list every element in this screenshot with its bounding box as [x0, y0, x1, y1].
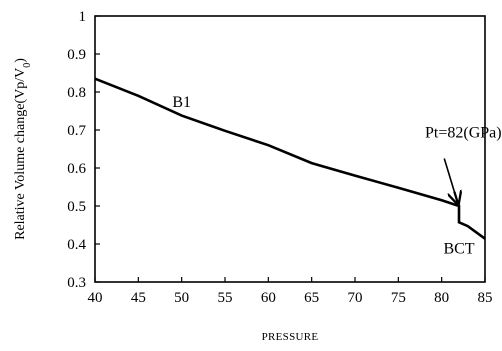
series-line — [94, 77, 486, 240]
x-tick-label: 55 — [218, 290, 233, 306]
x-tick-label: 40 — [88, 290, 103, 306]
x-tick-label: 65 — [304, 290, 319, 306]
y-tick-label: 0.7 — [67, 123, 86, 139]
x-tick-label: 80 — [434, 290, 449, 306]
y-tick-label: 0.8 — [67, 85, 86, 101]
x-tick-label: 75 — [391, 290, 406, 306]
plot-frame — [94, 15, 486, 283]
x-tick-label: 50 — [174, 290, 189, 306]
y-tick-label: 0.5 — [67, 199, 86, 215]
x-tick-label: 45 — [131, 290, 146, 306]
y-axis-title-main: Relative Volume change(Vp/V — [13, 68, 28, 240]
transition-arrow — [443, 158, 458, 205]
x-tick-label: 85 — [478, 290, 493, 306]
annotation-label: Pt=82(GPa) — [425, 125, 502, 142]
annotation-label: BCT — [443, 241, 474, 258]
series-layer — [94, 77, 486, 240]
y-axis-title: Relative Volume change(Vp/V0) — [13, 58, 33, 240]
y-tick-label: 1 — [79, 9, 87, 25]
y-tick-label: 0.9 — [67, 47, 86, 63]
y-tick-label: 0.4 — [67, 237, 86, 253]
y-tick-label: 0.6 — [67, 161, 86, 177]
x-tick-label: 60 — [261, 290, 276, 306]
y-tick-labels: 0.3 0.4 0.5 0.6 0.7 0.8 0.9 1 — [67, 9, 86, 291]
x-tick-labels: 40 45 50 55 60 65 70 75 80 85 — [88, 290, 493, 306]
x-tick-label: 70 — [348, 290, 363, 306]
annotation-label: B1 — [172, 94, 191, 111]
axis-ticks — [94, 15, 486, 283]
annotations: B1 Pt=82(GPa) BCT — [172, 94, 501, 257]
x-axis-title: PRESSURE — [262, 331, 319, 343]
y-axis-title-subscript: 0 — [22, 63, 33, 68]
y-axis-title-close: ) — [13, 58, 28, 63]
y-tick-label: 0.3 — [67, 275, 86, 291]
